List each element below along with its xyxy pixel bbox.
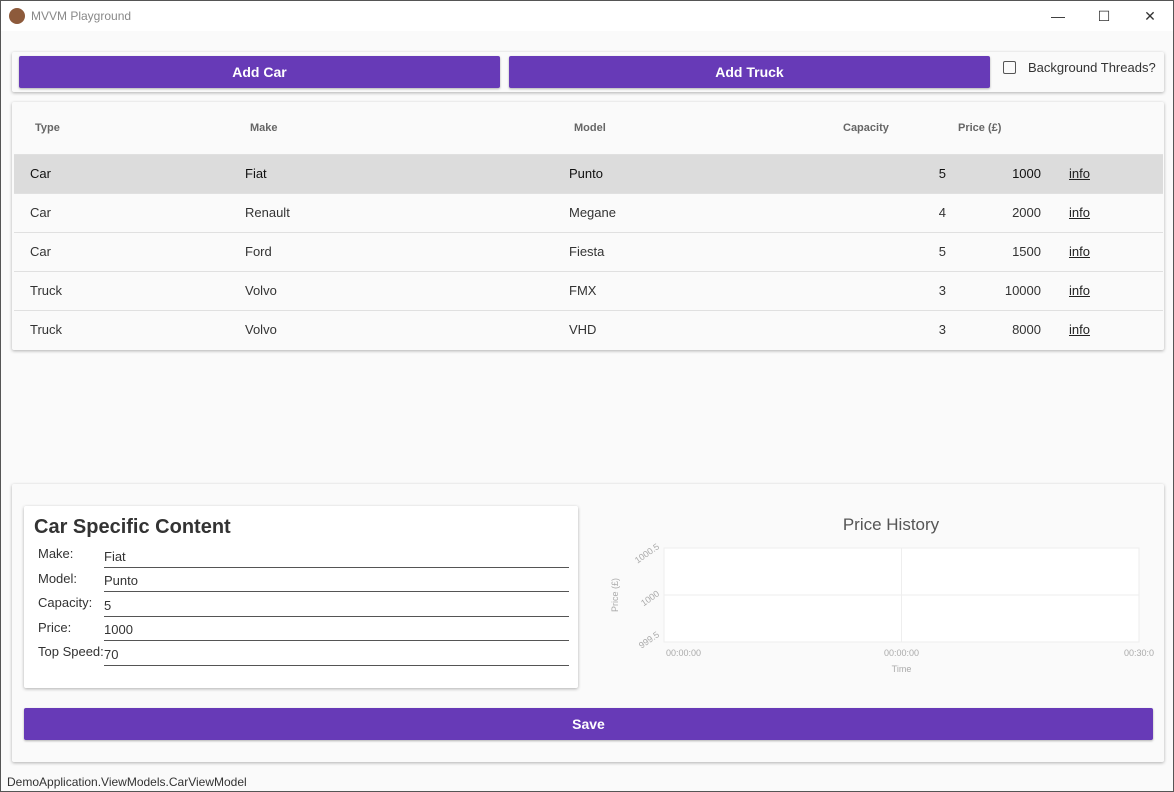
- info-link[interactable]: info: [1069, 244, 1090, 259]
- form-row: Model: Punto: [34, 568, 578, 592]
- column-header-type[interactable]: Type: [35, 121, 60, 134]
- column-header-price[interactable]: Price (£): [958, 121, 1002, 134]
- info-link[interactable]: info: [1069, 166, 1090, 181]
- x-tick-label: 00:00:00: [666, 648, 701, 658]
- form-row: Top Speed: 70: [34, 641, 578, 666]
- cell-price: 1000: [946, 153, 1041, 193]
- details-title: Car Specific Content: [34, 516, 231, 538]
- cell-type: Truck: [14, 270, 229, 310]
- cell-model: VHD: [553, 309, 843, 349]
- cell-capacity: 5: [843, 231, 946, 271]
- maximize-button[interactable]: ☐: [1097, 7, 1111, 24]
- info-link[interactable]: info: [1069, 322, 1090, 338]
- cell-type: Truck: [14, 309, 229, 349]
- title-bar: MVVM Playground — ☐ ✕: [1, 1, 1173, 31]
- table-row[interactable]: Car Ford Fiesta 5 1500 info: [14, 231, 1163, 271]
- field-label: Price:: [38, 619, 72, 635]
- monkey-logo-icon: [9, 8, 25, 24]
- background-threads-checkbox[interactable]: Background Threads?: [1003, 60, 1156, 75]
- field-input[interactable]: Fiat: [104, 549, 569, 568]
- y-tick-label: 1000: [639, 588, 661, 608]
- form-row: Price: 1000: [34, 617, 578, 641]
- cell-price: 2000: [946, 192, 1041, 232]
- column-header-make[interactable]: Make: [250, 121, 278, 134]
- cell-make: Ford: [229, 231, 553, 271]
- cell-price: 1500: [946, 231, 1041, 271]
- details-panel: Car Specific Content Make: Fiat Model: Punt…: [12, 484, 1164, 762]
- field-input[interactable]: 1000: [104, 622, 569, 641]
- save-button[interactable]: Save: [24, 708, 1153, 740]
- info-link[interactable]: info: [1069, 205, 1090, 220]
- vehicle-table-card: Type Make Model Capacity Price (£) Car F…: [12, 102, 1164, 350]
- cell-price: 10000: [946, 270, 1041, 310]
- car-specific-card: Car Specific Content Make: Fiat Model: Punt…: [24, 506, 578, 688]
- toolbar-card: Add Car Add Truck Background Threads?: [12, 52, 1164, 92]
- field-label: Model:: [38, 570, 78, 586]
- minimize-button[interactable]: —: [1051, 8, 1065, 24]
- field-input[interactable]: Punto: [104, 573, 569, 592]
- cell-price: 8000: [946, 309, 1041, 349]
- background-threads-label: Background Threads?: [1028, 60, 1156, 75]
- cell-make: Volvo: [229, 309, 553, 349]
- cell-make: Renault: [229, 192, 553, 232]
- y-tick-label: 999.5: [637, 629, 661, 650]
- cell-capacity: 3: [843, 270, 946, 310]
- form-row: Make: Fiat: [34, 543, 578, 568]
- cell-make: Fiat: [229, 153, 553, 193]
- table-row[interactable]: Truck Volvo VHD 3 8000 info: [14, 309, 1163, 349]
- cell-model: Punto: [553, 153, 843, 193]
- field-input[interactable]: 5: [104, 598, 569, 617]
- add-truck-button[interactable]: Add Truck: [509, 56, 990, 88]
- table-row[interactable]: Car Renault Megane 4 2000 info: [14, 192, 1163, 232]
- cell-model: FMX: [553, 270, 843, 310]
- window-title: MVVM Playground: [31, 9, 132, 23]
- cell-make: Volvo: [229, 270, 553, 310]
- cell-model: Fiesta: [553, 231, 843, 271]
- field-label: Make:: [38, 546, 74, 561]
- field-label: Capacity:: [38, 595, 93, 610]
- cell-type: Car: [14, 192, 229, 232]
- y-axis-label: Price (£): [610, 578, 620, 612]
- cell-type: Car: [14, 231, 229, 271]
- x-axis-label: Time: [892, 664, 912, 674]
- x-tick-label: 00:00:00: [884, 648, 919, 658]
- info-link[interactable]: info: [1069, 283, 1090, 298]
- cell-capacity: 3: [843, 309, 946, 349]
- close-button[interactable]: ✕: [1144, 7, 1156, 24]
- field-label: Top Speed:: [38, 644, 104, 659]
- table-row[interactable]: Car Fiat Punto 5 1000 info: [14, 153, 1163, 193]
- column-header-model[interactable]: Model: [574, 121, 606, 134]
- price-history-chart: Price History 1000.5 1000 999.5 00:00:00 00:0…: [610, 515, 1154, 674]
- x-tick-label: 00:30:0: [1124, 648, 1154, 658]
- vehicle-table: Type Make Model Capacity Price (£) Car F…: [14, 102, 1163, 349]
- form-row: Capacity: 5: [34, 592, 578, 617]
- cell-model: Megane: [553, 192, 843, 232]
- cell-capacity: 5: [843, 153, 946, 193]
- cell-capacity: 4: [843, 192, 946, 232]
- chart-title: Price History: [843, 515, 940, 534]
- column-header-capacity[interactable]: Capacity: [843, 121, 889, 134]
- table-row[interactable]: Truck Volvo FMX 3 10000 info: [14, 270, 1163, 310]
- y-tick-label: 1000.5: [633, 541, 661, 565]
- add-car-button[interactable]: Add Car: [19, 56, 500, 88]
- cell-type: Car: [14, 153, 229, 193]
- field-input[interactable]: 70: [104, 647, 569, 666]
- checkbox-box[interactable]: [1003, 61, 1016, 74]
- status-bar-text: DemoApplication.ViewModels.CarViewModel: [7, 775, 247, 789]
